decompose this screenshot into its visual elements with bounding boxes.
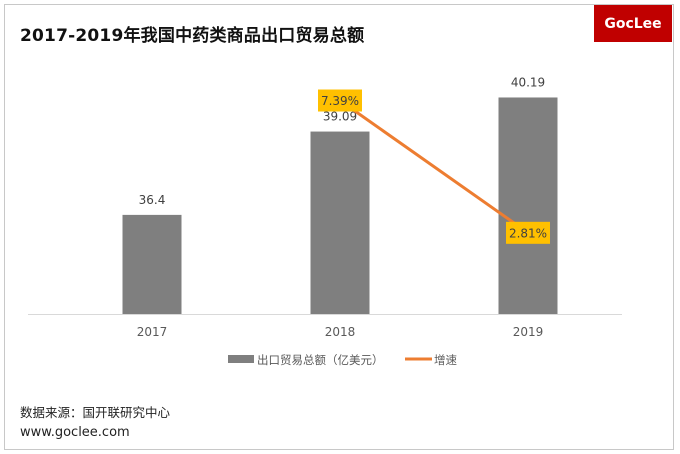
chart-title: 2017-2019年我国中药类商品出口贸易总额 bbox=[20, 26, 365, 46]
growth-data-labels: 7.39% 2.81% bbox=[318, 89, 550, 244]
legend-bar-label: 出口贸易总额（亿美元） bbox=[257, 353, 384, 367]
bar-label-2019: 40.19 bbox=[511, 75, 545, 89]
bar-label-2017: 36.4 bbox=[139, 193, 166, 207]
bar-data-labels: 36.4 39.09 40.19 bbox=[139, 75, 546, 206]
bar-2019 bbox=[498, 97, 558, 314]
growth-label-text: 2.81% bbox=[509, 226, 547, 240]
x-tick-labels: 2017 2018 2019 bbox=[137, 325, 544, 339]
legend-line-label: 增速 bbox=[434, 353, 457, 367]
bar-2018 bbox=[310, 131, 370, 314]
growth-label-2019: 2.81% bbox=[506, 221, 550, 244]
bar-label-2018: 39.09 bbox=[323, 110, 357, 124]
legend-bar-swatch bbox=[228, 355, 254, 363]
growth-line bbox=[338, 99, 530, 235]
website-url: www.goclee.com bbox=[20, 425, 130, 440]
growth-label-bg bbox=[318, 89, 362, 112]
x-tick-2017: 2017 bbox=[137, 325, 168, 339]
growth-label-text: 7.39% bbox=[321, 94, 359, 108]
goclee-logo: GocLee bbox=[594, 5, 672, 42]
growth-line-series bbox=[338, 99, 530, 235]
x-tick-2018: 2018 bbox=[325, 325, 356, 339]
x-tick-2019: 2019 bbox=[513, 325, 544, 339]
chart-frame bbox=[4, 4, 674, 450]
growth-label-bg bbox=[506, 221, 550, 244]
bar-series bbox=[122, 97, 558, 314]
growth-label-2018: 7.39% bbox=[318, 89, 362, 112]
bar-2017 bbox=[122, 214, 182, 314]
legend: 出口贸易总额（亿美元） 增速 bbox=[228, 353, 457, 367]
logo-text: GocLee bbox=[604, 15, 662, 32]
data-source: 数据来源：国开联研究中心 bbox=[20, 405, 171, 420]
